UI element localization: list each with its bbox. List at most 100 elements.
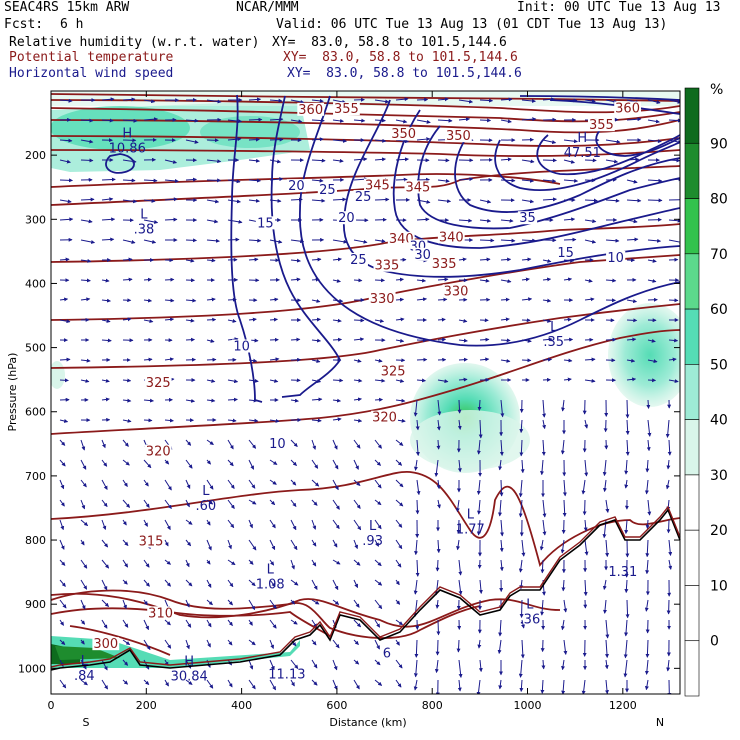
wind-vector: [164, 277, 175, 282]
wind-vector: [185, 559, 190, 568]
wind-vector: [414, 539, 419, 556]
wind-vector: [413, 399, 418, 417]
wind-contour-label: 10: [269, 437, 286, 452]
wind-vector: [624, 479, 629, 489]
wind-vector: [416, 119, 431, 124]
wind-vector: [185, 479, 191, 489]
extremum-letter: H: [577, 131, 587, 146]
wind-vector: [498, 619, 503, 637]
wind-vector: [80, 379, 90, 383]
wind-vector: [624, 459, 629, 475]
wind-vector: [560, 439, 565, 455]
wind-vector: [500, 238, 516, 243]
wind-vector: [647, 119, 660, 124]
wind-vector: [101, 97, 115, 102]
wind-vector: [395, 639, 400, 646]
wind-vector: [521, 238, 537, 243]
extremum-value: 10.86: [109, 141, 146, 156]
wind-vector: [437, 277, 449, 282]
wind-vector: [59, 159, 71, 164]
wind-vector: [477, 399, 482, 411]
wind-vector: [227, 179, 241, 184]
wind-vector: [269, 539, 276, 551]
wind-vector: [395, 378, 405, 383]
wind-vector: [581, 479, 586, 495]
wind-vector: [626, 377, 637, 382]
wind-vector: [353, 479, 361, 487]
wind-vector: [206, 398, 216, 403]
theta-contour-label: 360: [615, 102, 640, 117]
wind-vector: [143, 398, 155, 403]
theta-contour-label-bg: [390, 127, 418, 141]
wind-vector: [80, 599, 86, 610]
extremum-value: .93: [362, 534, 383, 549]
wind-vector: [290, 239, 305, 244]
wind-vector: [227, 397, 238, 402]
wind-vector: [519, 439, 524, 457]
wind-vector: [415, 439, 420, 457]
wind-vector: [59, 357, 71, 362]
wind-vector: [624, 519, 629, 535]
wind-vector: [269, 499, 276, 506]
wind-vector: [332, 499, 340, 510]
wind-vector: [332, 298, 344, 303]
wind-vector: [478, 419, 483, 439]
wind-contour-label-bg: [232, 339, 252, 353]
wind-vector: [374, 599, 383, 610]
wind-vector: [122, 579, 128, 585]
wind-vector: [458, 659, 463, 679]
wind-vector: [311, 379, 322, 384]
theta-contour-label: 350: [391, 127, 416, 142]
wind-vector: [248, 519, 253, 529]
extremum-value: .36: [520, 612, 541, 627]
wind-vector: [101, 679, 108, 690]
wind-vector: [458, 338, 468, 343]
wind-contour-label-bg: [336, 211, 357, 225]
wind-vector: [645, 459, 650, 473]
wind-vector: [374, 479, 382, 489]
wind-vector: [227, 679, 233, 688]
wind-vector: [646, 439, 651, 452]
wind-vector: [542, 337, 553, 342]
wind-vector: [416, 479, 421, 496]
wind-vector: [563, 217, 576, 222]
wind-vector: [164, 579, 171, 587]
wind-vector: [455, 499, 460, 513]
wind-vector: [668, 559, 673, 570]
wind-vector: [248, 398, 258, 403]
wind-vector: [414, 639, 419, 658]
colorbar-segment: [684, 253, 700, 310]
wind-vector: [248, 238, 262, 243]
wind-vector: [395, 579, 400, 586]
wind-vector: [101, 479, 108, 491]
wind-vector: [101, 397, 110, 402]
wind-vector: [499, 439, 504, 456]
wind-vector: [395, 297, 405, 302]
extremum-value: .38: [134, 222, 155, 237]
wind-vector: [374, 459, 381, 466]
wind-vector: [122, 398, 132, 403]
wind-vector: [395, 499, 404, 507]
wind-vector: [290, 197, 303, 202]
wind-vector: [542, 298, 552, 303]
wind-vector: [374, 239, 386, 243]
wind-vector: [416, 278, 427, 283]
wind-vector: [437, 337, 447, 342]
forecast-label: Fcst:: [4, 17, 44, 32]
wind-vector: [80, 619, 86, 625]
wind-vector: [436, 619, 441, 636]
wind-vector: [624, 579, 629, 594]
wind-vector: [164, 197, 178, 202]
wind-vector: [290, 519, 297, 531]
extremum-value: 1.31: [608, 565, 637, 580]
wind-vector: [227, 219, 243, 224]
theta-contour-label-bg: [333, 102, 360, 116]
wind-vector: [185, 539, 192, 547]
colorbar-tick-label: 50: [710, 357, 728, 373]
wind-vector: [584, 357, 596, 362]
field-rh-xy: XY= 83.0, 58.8 to 101.5,144.6: [272, 35, 507, 50]
wind-vector: [122, 519, 127, 526]
wind-vector: [647, 99, 661, 104]
wind-vector: [332, 118, 345, 123]
colorbar-tick-label: 90: [710, 136, 728, 152]
